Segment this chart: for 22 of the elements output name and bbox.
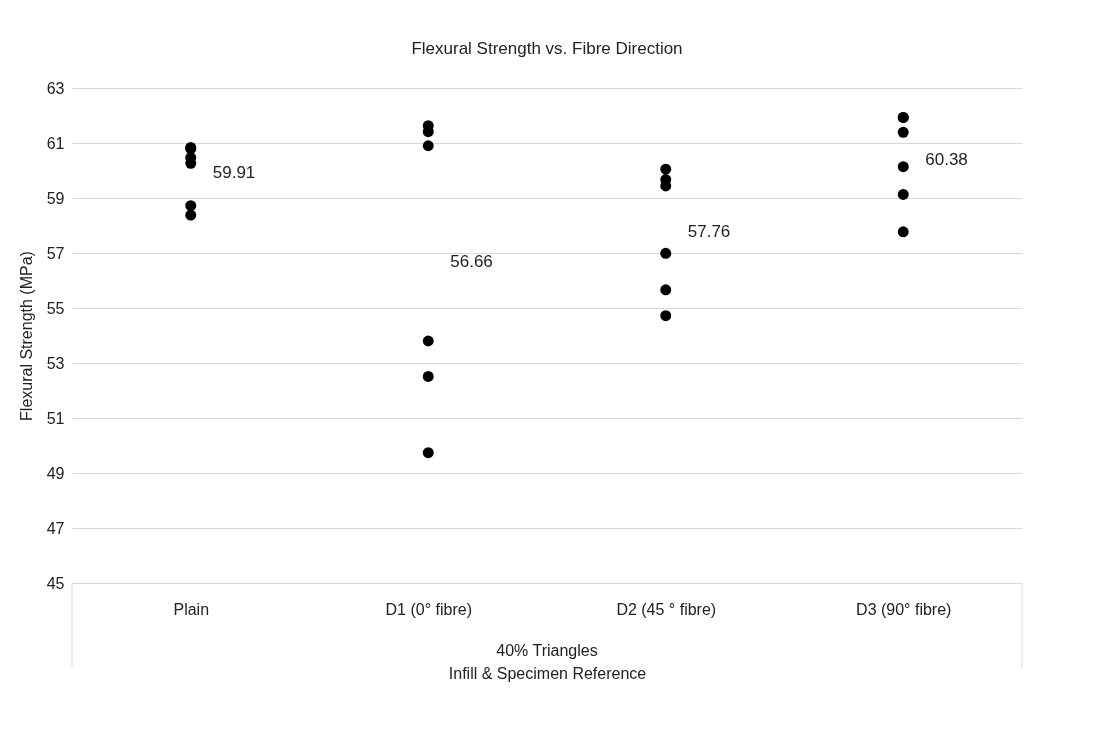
y-tick-label: 55 <box>46 299 65 317</box>
x-tick-label: D3 (90° fibre) <box>856 600 952 618</box>
x-tick-label: D2 (45 ° fibre) <box>616 600 717 618</box>
chart-title: Flexural Strength vs. Fibre Direction <box>411 39 683 58</box>
y-tick-label: 49 <box>46 464 65 482</box>
x-tick-label: Plain <box>173 600 210 618</box>
text: 40% Triangles <box>496 642 598 659</box>
x-axis-title: Infill & Specimen Reference <box>448 664 647 682</box>
annotation: 59.91 <box>212 162 256 182</box>
y-tick-label: 59 <box>46 189 65 207</box>
y-tick-label: 63 <box>46 79 65 97</box>
x-tick-label: D1 (0° fibre) <box>385 600 472 618</box>
y-tick-label: 47 <box>46 519 65 537</box>
annotation: 57.76 <box>687 222 731 242</box>
y-tick-label: 45 <box>46 574 65 592</box>
y-axis-title: Flexural Strength (MPa) <box>17 251 35 421</box>
annotation: 60.38 <box>925 150 968 169</box>
y-tick-label: 61 <box>46 134 65 152</box>
annotation: 56.66 <box>450 252 493 272</box>
y-tick-label: 57 <box>46 244 65 262</box>
y-tick-label: 53 <box>46 354 65 372</box>
y-tick-label: 51 <box>46 409 65 427</box>
